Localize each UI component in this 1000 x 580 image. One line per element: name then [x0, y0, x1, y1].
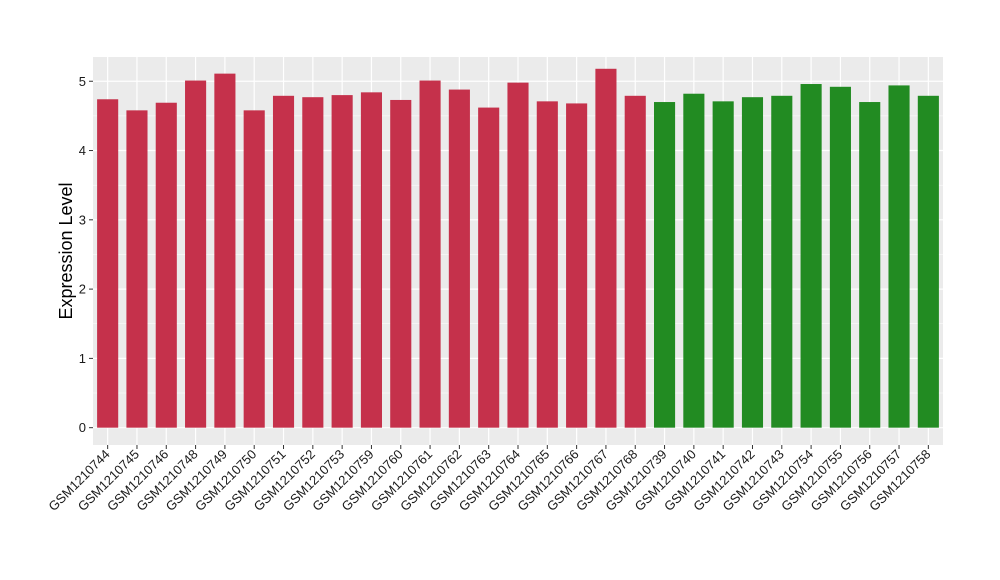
bar-GSM1210751 — [272, 95, 295, 428]
bars — [97, 68, 939, 428]
bar-GSM1210767 — [595, 68, 617, 428]
y-tick-label: 5 — [79, 74, 86, 89]
bar-GSM1210760 — [390, 99, 412, 428]
x-axis: GSM1210744GSM1210745GSM1210746GSM1210748… — [45, 445, 933, 514]
bar-GSM1210739 — [654, 102, 676, 428]
bar-GSM1210748 — [185, 80, 207, 428]
bar-GSM1210750 — [243, 110, 265, 428]
bar-GSM1210762 — [448, 89, 470, 428]
bar-GSM1210742 — [741, 97, 764, 428]
bar-GSM1210766 — [566, 103, 588, 428]
bar-GSM1210759 — [360, 92, 382, 428]
bar-GSM1210746 — [155, 102, 177, 428]
bar-GSM1210745 — [126, 110, 148, 428]
bar-GSM1210757 — [888, 85, 910, 428]
y-tick-label: 0 — [79, 420, 86, 435]
y-tick-label: 1 — [79, 351, 86, 366]
bar-GSM1210765 — [536, 101, 558, 428]
y-axis-title: Expression Level — [56, 182, 76, 319]
y-tick-label: 2 — [79, 282, 86, 297]
bar-GSM1210756 — [859, 102, 881, 428]
y-tick-label: 4 — [79, 143, 86, 158]
bar-GSM1210755 — [829, 86, 851, 428]
bar-GSM1210740 — [683, 93, 705, 428]
bar-GSM1210752 — [302, 97, 324, 428]
bar-GSM1210743 — [771, 95, 793, 428]
bar-GSM1210764 — [507, 82, 529, 428]
bar-GSM1210754 — [800, 84, 822, 428]
bar-GSM1210741 — [712, 101, 734, 428]
bar-GSM1210758 — [917, 95, 939, 428]
bar-GSM1210768 — [624, 95, 646, 428]
bar-GSM1210763 — [478, 107, 500, 428]
bar-GSM1210753 — [331, 95, 353, 428]
bar-GSM1210744 — [97, 99, 119, 428]
y-axis: 0 1 2 3 4 5 — [79, 74, 93, 435]
bar-GSM1210749 — [214, 73, 236, 428]
bar-GSM1210761 — [419, 80, 441, 428]
y-tick-label: 3 — [79, 212, 86, 227]
